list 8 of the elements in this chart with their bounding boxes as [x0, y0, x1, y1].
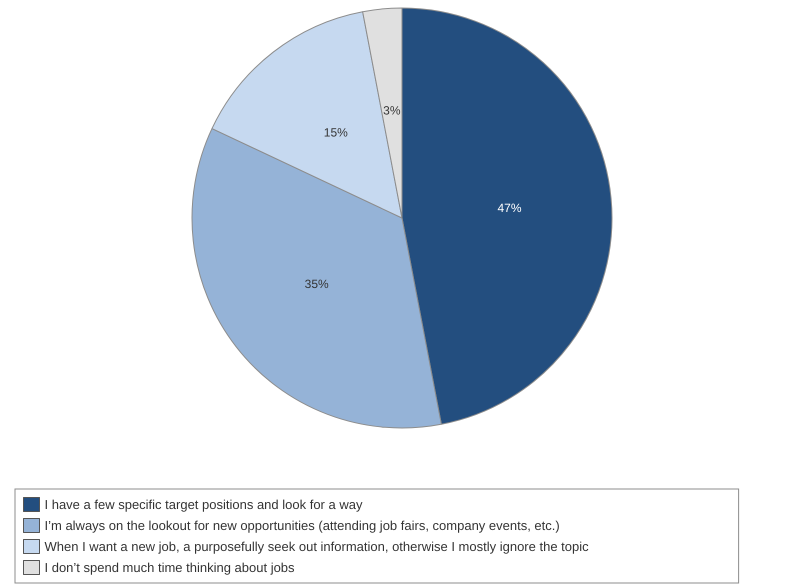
- data-label: 47%: [498, 200, 522, 215]
- legend-label: I have a few specific target positions and look for a way: [44, 497, 363, 512]
- data-label: 3%: [383, 103, 401, 118]
- legend-label: I don’t spend much time thinking about jobs: [44, 560, 296, 575]
- data-label: 15%: [324, 126, 348, 140]
- legend-label: When I want a new job, a purposefully seek out information, otherwise I mostly ignore the topic: [44, 539, 590, 554]
- legend-label: I’m always on the lookout for new opportunities (attending job fairs, company events, etc.): [44, 518, 560, 533]
- data-label: 35%: [304, 277, 329, 292]
